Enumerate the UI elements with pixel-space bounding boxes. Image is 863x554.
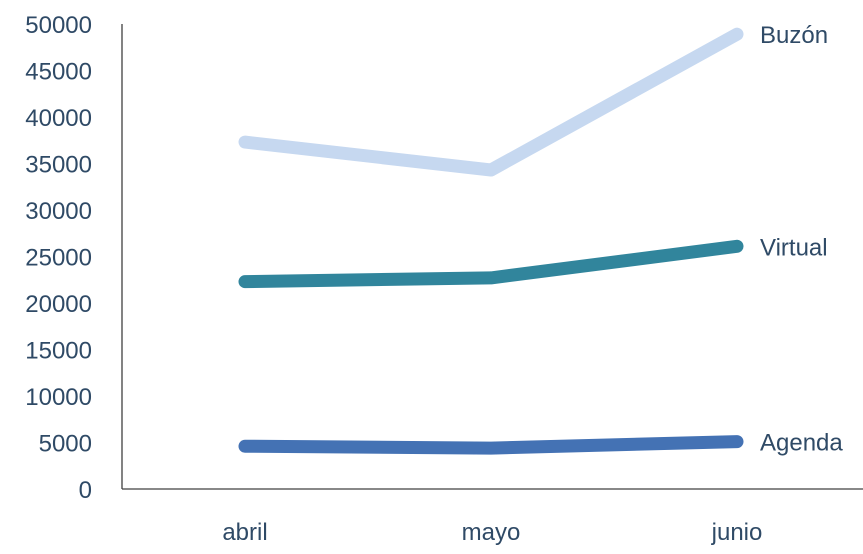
y-tick-label: 25000	[25, 245, 92, 272]
x-tick-label: abril	[222, 519, 267, 546]
data-point	[244, 445, 246, 448]
y-tick-label: 15000	[25, 338, 92, 365]
series-label: Virtual	[760, 234, 828, 261]
y-tick-label: 50000	[25, 12, 92, 39]
y-tick-label: 40000	[25, 105, 92, 132]
y-tick-label: 45000	[25, 59, 92, 86]
y-tick-label: 0	[79, 477, 92, 504]
data-point	[490, 276, 492, 279]
x-axis-ticks: abril mayo junio	[222, 519, 762, 546]
y-tick-label: 35000	[25, 152, 92, 179]
data-point	[490, 169, 492, 172]
series-labels: Buzón Virtual Agenda	[760, 22, 843, 456]
data-point	[244, 280, 246, 283]
x-tick-label: mayo	[462, 519, 521, 546]
y-tick-label: 20000	[25, 291, 92, 318]
y-tick-label: 5000	[39, 431, 92, 458]
series-lines	[238, 27, 744, 455]
data-point	[244, 141, 246, 144]
data-point	[490, 447, 492, 450]
y-tick-label: 10000	[25, 384, 92, 411]
series-label: Agenda	[760, 430, 843, 457]
y-tick-label: 30000	[25, 198, 92, 225]
data-point	[736, 33, 738, 36]
series-line-virtual	[238, 239, 744, 289]
data-point	[736, 440, 738, 443]
data-point	[736, 245, 738, 248]
chart-axes	[121, 24, 863, 490]
series-line-buzón	[238, 27, 744, 177]
series-label: Buzón	[760, 22, 828, 49]
y-axis-ticks: 0 5000 10000 15000 20000 25000 30000 35000 40000…	[25, 12, 92, 504]
x-tick-label: junio	[711, 519, 763, 546]
